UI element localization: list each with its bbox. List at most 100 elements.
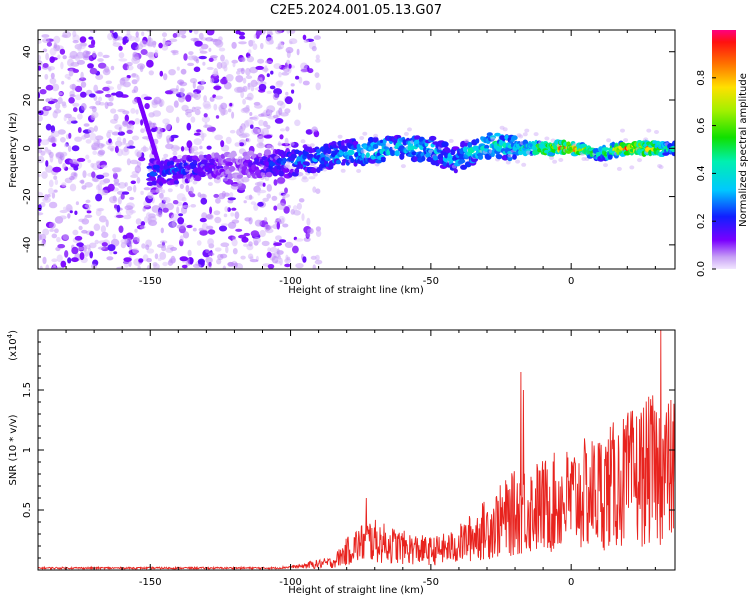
spectrogram-cell xyxy=(50,130,60,138)
spectrogram-cell xyxy=(220,154,225,159)
spectrogram-cell xyxy=(126,158,131,166)
x-tick-label: -50 xyxy=(423,276,439,287)
spectrogram-cell xyxy=(218,47,226,52)
spectrogram-y-label: Frequency (Hz) xyxy=(8,112,19,188)
spectrogram-cell xyxy=(407,127,412,132)
spectrogram-cell xyxy=(72,40,79,44)
spectrogram-cell xyxy=(302,256,307,263)
spectrogram-cell xyxy=(403,131,409,136)
spectrogram-cell xyxy=(143,187,151,191)
spectrogram-cell xyxy=(38,148,43,154)
spectrogram-cell xyxy=(179,235,184,242)
spectrogram-cell xyxy=(101,231,109,238)
spectrogram-cell xyxy=(276,248,280,255)
spectrogram-cell xyxy=(654,130,659,134)
spectrogram-cell xyxy=(250,85,255,92)
spectrogram-cell xyxy=(230,183,240,190)
spectrogram-cell xyxy=(52,263,57,267)
spectrogram-cell xyxy=(77,247,84,251)
spectrogram-cell xyxy=(238,57,246,62)
spectrogram-cell xyxy=(250,124,254,129)
spectrogram-cell xyxy=(367,136,375,143)
spectrogram-cell xyxy=(246,55,255,63)
spectrogram-cell xyxy=(244,217,251,222)
spectrogram-cell xyxy=(107,183,115,192)
spectrogram-cell xyxy=(208,252,215,256)
spectrogram-cell xyxy=(201,194,206,198)
spectrogram-cell xyxy=(229,192,234,198)
spectrogram-cell xyxy=(241,132,250,138)
spectrogram-cell xyxy=(184,146,189,151)
spectrogram-cell xyxy=(131,56,141,64)
spectrogram-cell xyxy=(51,142,57,147)
spectrogram-cell xyxy=(157,257,162,262)
y-tick-label: -40 xyxy=(22,237,33,253)
spectrogram-cell xyxy=(205,249,210,254)
spectrogram-cell xyxy=(352,140,359,146)
spectrogram-cell xyxy=(227,199,234,204)
spectrogram-cell xyxy=(269,85,276,90)
spectrogram-cell xyxy=(292,205,298,212)
spectrogram-cell xyxy=(192,227,197,232)
colorbar-label: Normalized spectral amplitude xyxy=(738,73,749,227)
spectrogram-cell xyxy=(235,30,241,35)
spectrogram-cell xyxy=(153,96,162,105)
spectrogram-cell xyxy=(164,90,174,95)
spectrogram-cell xyxy=(87,63,94,69)
spectrogram-cell xyxy=(309,143,315,148)
spectrogram-cell xyxy=(136,177,141,184)
spectrogram-cell xyxy=(399,153,405,160)
spectrogram-cell xyxy=(303,39,309,43)
spectrogram-cell xyxy=(48,66,52,72)
spectrogram-cell xyxy=(190,37,200,42)
spectrogram-cell xyxy=(265,60,273,64)
spectrogram-cell xyxy=(50,136,56,144)
spectrogram-cell xyxy=(67,213,71,219)
spectrogram-cell xyxy=(126,129,133,134)
spectrogram-cell xyxy=(45,84,54,91)
spectrogram-cell xyxy=(603,163,608,168)
spectrogram-cell xyxy=(231,207,237,211)
spectrogram-cell xyxy=(185,94,192,102)
spectrogram-cell xyxy=(81,135,87,140)
spectrogram-cell xyxy=(109,30,114,34)
spectrogram-cell xyxy=(112,172,118,180)
spectrogram-cell xyxy=(180,208,187,215)
spectrogram-cell xyxy=(266,30,273,35)
spectrogram-cell xyxy=(185,184,190,193)
spectrogram-cell xyxy=(69,84,77,90)
spectrogram-cell xyxy=(206,154,212,161)
spectrogram-cell xyxy=(302,34,307,40)
spectrogram-cell xyxy=(298,76,303,84)
spectrogram-cell xyxy=(89,30,97,33)
spectrogram-cell xyxy=(85,51,91,55)
spectrogram-cell xyxy=(46,41,53,47)
spectrogram-cell xyxy=(202,61,206,66)
spectrogram-cell xyxy=(246,92,254,101)
spectrogram-cell xyxy=(54,179,59,186)
spectrogram-cell xyxy=(73,173,77,177)
spectrogram-cell xyxy=(171,91,180,95)
spectrogram-cell xyxy=(672,141,675,147)
spectrogram-cell xyxy=(134,36,140,43)
spectrogram-cell xyxy=(263,134,273,139)
spectrogram-cell xyxy=(84,250,89,258)
spectrogram-cell xyxy=(45,264,50,269)
spectrogram-cell xyxy=(580,143,588,148)
spectrogram-cell xyxy=(261,240,270,247)
spectrogram-cell xyxy=(243,232,251,237)
spectrogram-cell xyxy=(104,101,109,110)
spectrogram-cell xyxy=(41,34,50,38)
spectrogram-cell xyxy=(67,257,72,264)
spectrogram-cell xyxy=(400,164,406,169)
spectrogram-cell xyxy=(134,165,142,174)
spectrogram-cell xyxy=(189,30,193,33)
spectrogram-cell xyxy=(231,111,235,119)
spectrogram-cell xyxy=(126,186,133,192)
spectrogram-cell xyxy=(196,85,205,91)
spectrogram-cell xyxy=(284,137,289,146)
spectrogram-cell xyxy=(307,68,314,74)
spectrogram-cell xyxy=(89,132,97,141)
spectrogram-cell xyxy=(57,54,61,60)
spectrogram-cell xyxy=(162,207,169,213)
